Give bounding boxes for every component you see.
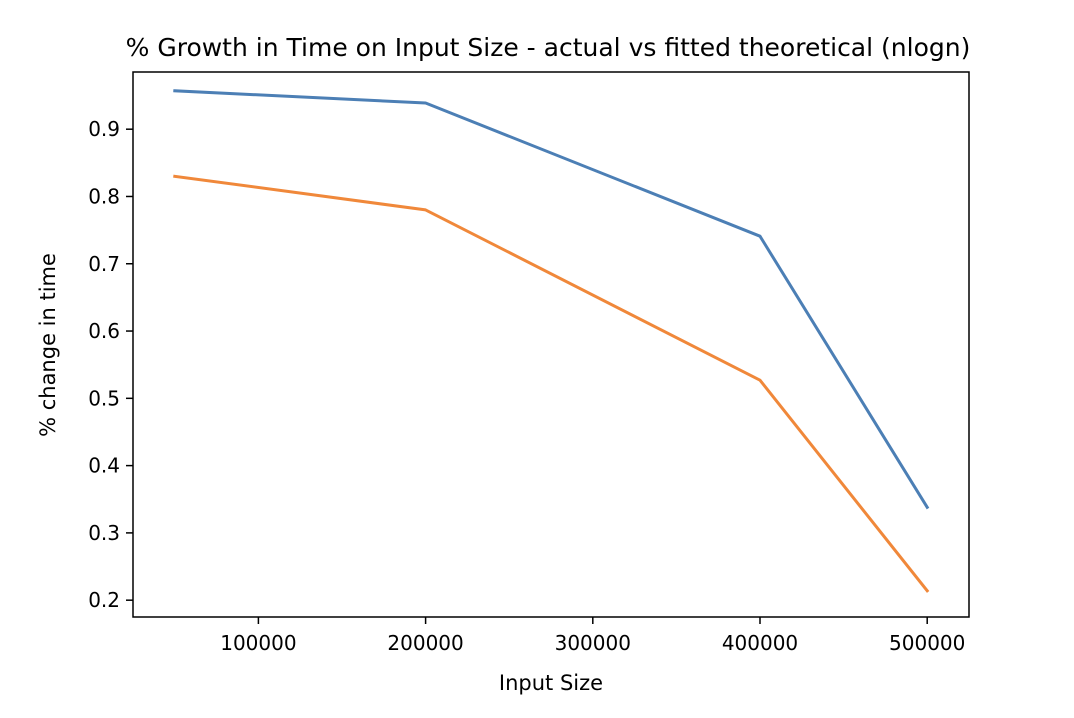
y-axis-label: % change in time — [36, 253, 60, 437]
y-tick-label: 0.3 — [88, 521, 120, 545]
series-layer — [173, 89, 930, 593]
y-tick-label: 0.9 — [88, 117, 120, 141]
x-axis-label: Input Size — [499, 671, 603, 695]
x-tick-label: 300000 — [555, 631, 631, 655]
plot-area-frame — [132, 71, 970, 618]
x-tick-label: 200000 — [387, 631, 463, 655]
y-tick-label: 0.5 — [88, 386, 120, 410]
y-tick-label: 0.4 — [88, 454, 120, 478]
y-tick-label: 0.6 — [88, 319, 120, 343]
y-tick-label: 0.2 — [88, 588, 120, 612]
x-axis: 100000 200000 300000 400000 500000 — [220, 617, 965, 655]
y-tick-label: 0.7 — [88, 252, 120, 276]
x-tick-label: 500000 — [889, 631, 965, 655]
y-axis: 0.2 0.3 0.4 0.5 0.6 0.7 0.8 0.9 — [88, 117, 133, 612]
x-tick-label: 400000 — [722, 631, 798, 655]
y-tick-label: 0.8 — [88, 184, 120, 208]
chart-title: % Growth in Time on Input Size - actual … — [126, 33, 971, 62]
x-tick-label: 100000 — [220, 631, 296, 655]
series-line-2 — [173, 174, 930, 593]
series-line-1 — [173, 89, 930, 510]
